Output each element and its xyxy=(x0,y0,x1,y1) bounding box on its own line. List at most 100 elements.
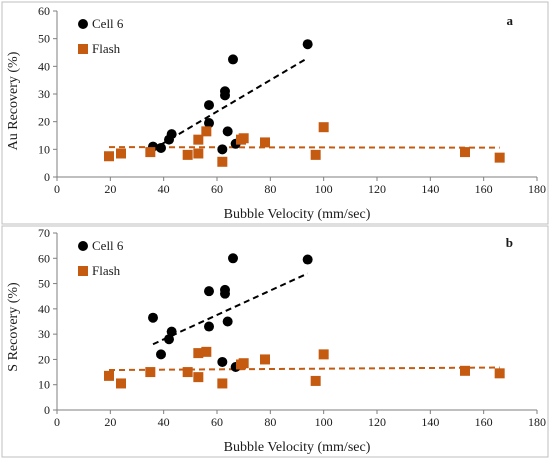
data-point-cell-6 xyxy=(302,254,313,265)
data-point-cell-6 xyxy=(204,100,214,111)
x-tick-label: 180 xyxy=(528,182,546,196)
x-tick-label: 160 xyxy=(475,415,493,429)
data-point-flash xyxy=(104,151,114,162)
y-tick-label: 20 xyxy=(38,115,50,129)
data-point-flash xyxy=(217,378,228,389)
data-point-cell-6 xyxy=(204,118,214,129)
y-axis-title: Au Recovery (%) xyxy=(6,51,21,150)
chart-panel-b: S Recovery (%) Bubble Velocity (mm/sec) … xyxy=(1,225,549,458)
x-tick-label: 120 xyxy=(368,182,386,196)
chart-frame xyxy=(1,225,549,458)
y-tick-label: 10 xyxy=(38,378,50,392)
y-tick-label: 30 xyxy=(38,327,50,341)
data-point-cell-6 xyxy=(302,39,313,50)
data-point-cell-6 xyxy=(222,316,233,327)
data-point-flash xyxy=(217,156,228,167)
data-point-flash xyxy=(116,148,126,159)
y-tick-label: 40 xyxy=(38,302,50,316)
data-point-cell-6 xyxy=(204,321,214,332)
x-tick-label: 0 xyxy=(54,182,60,196)
x-tick-label: 20 xyxy=(104,182,116,196)
y-tick-label: 40 xyxy=(38,59,50,73)
x-tick-label: 100 xyxy=(315,415,333,429)
data-point-cell-6 xyxy=(156,142,166,153)
data-point-flash xyxy=(193,148,204,159)
y-tick-label: 10 xyxy=(38,142,50,156)
y-tick-label: 60 xyxy=(38,251,50,265)
y-tick-label: 0 xyxy=(44,403,50,417)
x-tick-label: 60 xyxy=(211,182,223,196)
data-point-flash xyxy=(494,368,505,379)
data-point-flash xyxy=(145,367,156,378)
x-tick-label: 140 xyxy=(421,182,439,196)
legend-label: Cell 6 xyxy=(92,16,124,31)
legend-marker-flash xyxy=(78,44,88,54)
data-point-cell-6 xyxy=(222,126,233,137)
data-point-flash xyxy=(182,149,193,160)
data-point-flash xyxy=(494,152,505,163)
data-point-cell-6 xyxy=(217,356,228,367)
data-point-flash xyxy=(460,365,470,376)
panel-letter: b xyxy=(506,235,513,250)
data-point-cell-6 xyxy=(228,253,238,264)
y-tick-label: 30 xyxy=(38,87,50,101)
data-point-flash xyxy=(460,147,470,158)
y-tick-label: 60 xyxy=(38,4,50,18)
data-point-cell-6 xyxy=(204,286,214,297)
data-point-cell-6 xyxy=(166,129,177,140)
x-tick-label: 140 xyxy=(421,415,439,429)
data-point-flash xyxy=(238,133,249,144)
trendline-flash xyxy=(108,146,500,149)
y-tick-label: 70 xyxy=(38,226,50,240)
data-point-flash xyxy=(104,370,114,381)
x-tick-label: 60 xyxy=(211,415,223,429)
x-tick-label: 40 xyxy=(158,182,170,196)
data-point-flash xyxy=(145,147,156,158)
legend-label: Flash xyxy=(92,263,121,278)
x-tick-label: 80 xyxy=(264,182,276,196)
chart-frame xyxy=(1,1,549,225)
data-point-cell-6 xyxy=(228,54,238,65)
x-tick-label: 0 xyxy=(54,415,60,429)
data-point-flash xyxy=(201,346,212,357)
data-point-cell-6 xyxy=(166,326,177,337)
data-point-cell-6 xyxy=(156,349,166,360)
data-point-cell-6 xyxy=(164,334,174,345)
data-point-cell-6 xyxy=(148,312,158,323)
data-point-flash xyxy=(193,134,204,145)
data-point-cell-6 xyxy=(220,284,230,295)
data-point-flash xyxy=(193,348,204,359)
data-point-cell-6 xyxy=(220,86,230,97)
data-point-flash xyxy=(318,349,329,360)
x-tick-label: 100 xyxy=(315,182,333,196)
legend-marker-cell-6 xyxy=(78,19,88,29)
x-tick-label: 20 xyxy=(104,415,116,429)
y-tick-label: 50 xyxy=(38,277,50,291)
data-point-flash xyxy=(116,378,126,389)
data-point-flash xyxy=(193,372,204,383)
data-point-flash xyxy=(260,354,270,365)
trendline-flash xyxy=(108,366,500,372)
x-tick-label: 80 xyxy=(264,415,276,429)
data-point-flash xyxy=(260,137,270,148)
legend-marker-flash xyxy=(78,266,88,276)
data-point-flash xyxy=(238,358,249,369)
y-axis-title: S Recovery (%) xyxy=(6,282,21,372)
chart-panel-a: Au Recovery (%) Bubble Velocity (mm/sec)… xyxy=(1,1,549,225)
x-tick-label: 40 xyxy=(158,415,170,429)
x-tick-label: 120 xyxy=(368,415,386,429)
panel-letter: a xyxy=(507,13,514,28)
data-point-flash xyxy=(182,367,193,378)
y-tick-label: 0 xyxy=(44,170,50,184)
y-tick-label: 20 xyxy=(38,352,50,366)
data-point-flash xyxy=(318,122,329,133)
data-point-flash xyxy=(201,126,212,137)
data-point-cell-6 xyxy=(217,144,228,155)
x-tick-label: 180 xyxy=(528,415,546,429)
x-axis-title: Bubble Velocity (mm/sec) xyxy=(224,207,371,222)
data-point-flash xyxy=(310,149,321,160)
trendline-cell-6 xyxy=(152,272,309,346)
x-axis-title: Bubble Velocity (mm/sec) xyxy=(224,440,371,455)
y-tick-label: 50 xyxy=(38,32,50,46)
data-point-flash xyxy=(310,375,321,386)
